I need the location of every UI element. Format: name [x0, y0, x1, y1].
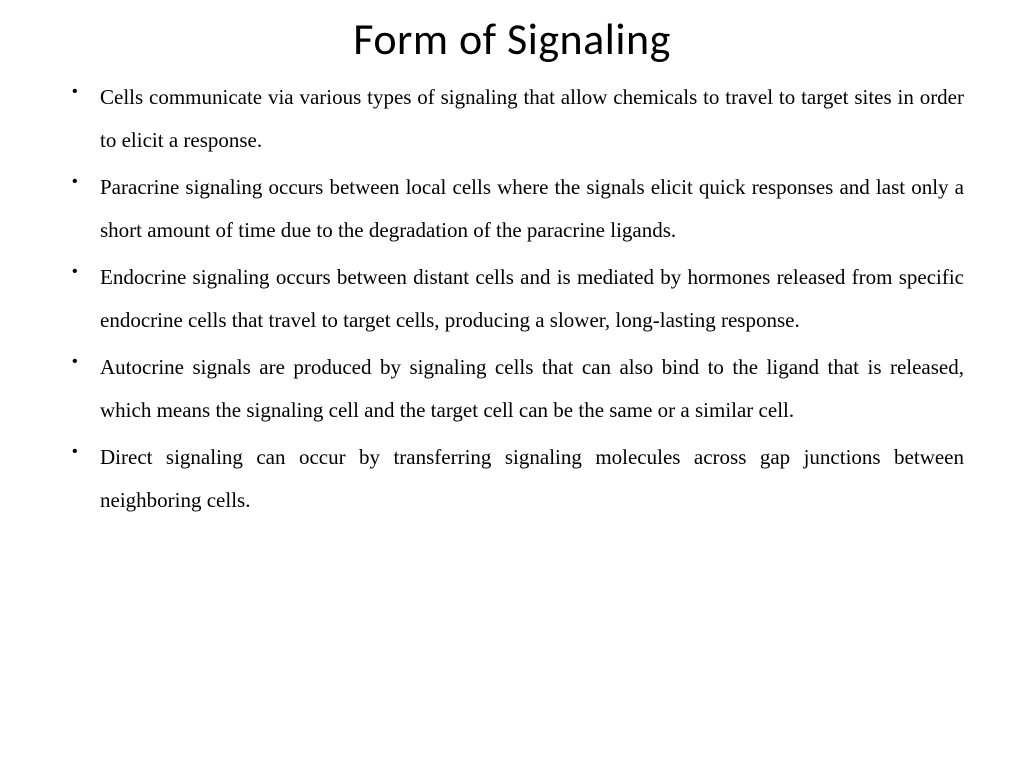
slide-title: Form of Signaling	[60, 12, 964, 66]
bullet-item: Cells communicate via various types of s…	[100, 76, 964, 162]
bullet-list: Cells communicate via various types of s…	[60, 76, 964, 522]
bullet-item: Paracrine signaling occurs between local…	[100, 166, 964, 252]
bullet-item: Autocrine signals are produced by signal…	[100, 346, 964, 432]
slide-container: Form of Signaling Cells communicate via …	[0, 0, 1024, 768]
bullet-item: Direct signaling can occur by transferri…	[100, 436, 964, 522]
bullet-item: Endocrine signaling occurs between dista…	[100, 256, 964, 342]
